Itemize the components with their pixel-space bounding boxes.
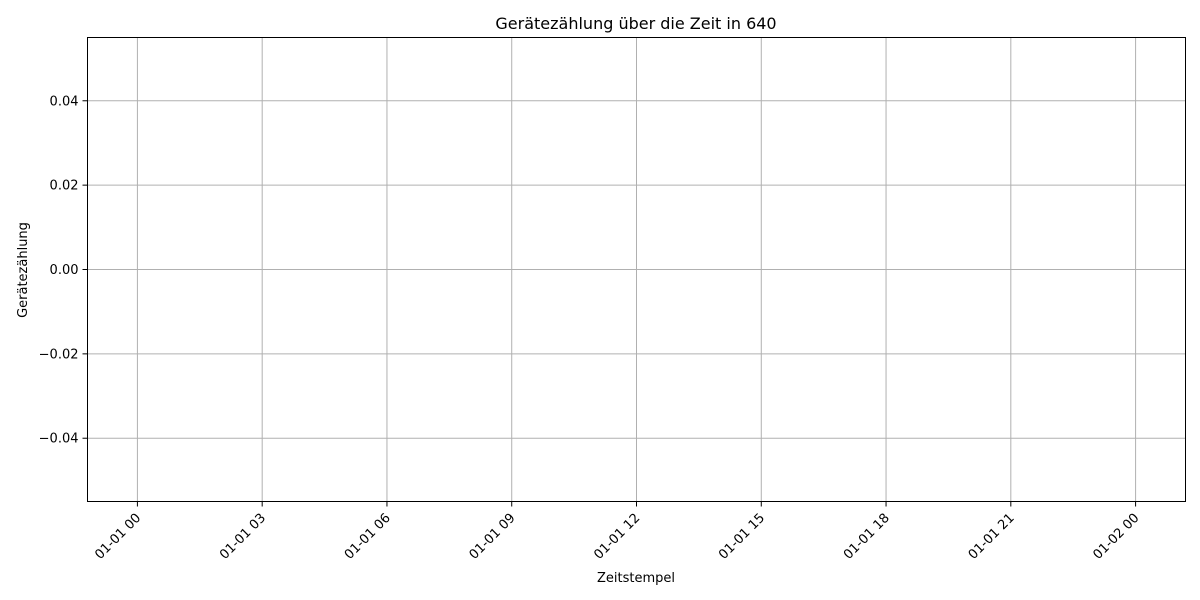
x-tick-label: 01-01 09 — [467, 511, 519, 563]
x-tick-label: 01-01 15 — [716, 511, 768, 563]
y-tick-label: 0.02 — [50, 179, 79, 194]
y-tick-label: −0.04 — [39, 432, 79, 447]
plot-frame — [87, 37, 1186, 502]
chart-title: Gerätezählung über die Zeit in 640 — [495, 14, 776, 33]
x-tick-label: 01-01 21 — [966, 511, 1018, 563]
y-axis-label: Gerätezählung — [16, 222, 31, 318]
grid-layer — [87, 37, 1186, 502]
x-axis-label: Zeitstempel — [597, 571, 675, 586]
x-tick-label: 01-01 06 — [342, 511, 394, 563]
x-tick-label: 01-01 03 — [217, 511, 269, 563]
x-tick-label: 01-01 18 — [841, 511, 893, 563]
ticks-layer: 01-01 00 01-01 03 01-01 06 01-01 09 01-01 12… — [39, 94, 1143, 562]
x-tick-label: 01-01 12 — [591, 511, 643, 563]
y-tick-label: 0.04 — [50, 94, 79, 109]
x-tick-label: 01-01 00 — [92, 511, 144, 563]
x-tick-label: 01-02 00 — [1090, 511, 1142, 563]
y-tick-label: −0.02 — [39, 347, 79, 362]
y-tick-label: 0.00 — [50, 263, 79, 278]
